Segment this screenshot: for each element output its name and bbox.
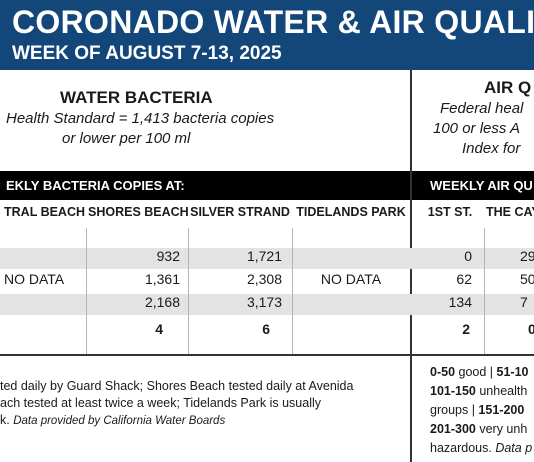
water-footnote: ted daily by Guard Shack; Shores Beach t… — [0, 378, 353, 430]
central-value-2: NO DATA — [4, 271, 65, 287]
title-banner: CORONADO WATER & AIR QUALITY R WEEK OF A… — [0, 0, 534, 70]
silver-value-1: 1,721 — [246, 248, 282, 264]
col-1st-st: 1ST ST. — [427, 205, 473, 219]
scale-line3: groups | 151-200 — [430, 401, 532, 420]
scale-sensitive-range: 101-150 — [430, 384, 476, 398]
scale-good-range: 0-50 — [430, 365, 456, 379]
scale-hazardous-label: hazardous. — [430, 441, 496, 455]
shores-value-3: 2,168 — [144, 294, 180, 310]
silver-value-3: 3,173 — [246, 294, 282, 310]
air-data-source: Data p — [495, 441, 533, 455]
tidelands-value-2: NO DATA — [320, 271, 382, 287]
shores-value-2: 1,361 — [144, 271, 180, 287]
scale-line4: 201-300 very unh — [430, 420, 532, 439]
grid-line — [86, 228, 87, 354]
air-section-title: AIR Q — [484, 78, 532, 97]
water-standard-line1: Health Standard = 1,413 bacteria copies — [6, 110, 275, 127]
col-the-cay: THE CAY — [486, 205, 534, 219]
footer-rule — [0, 354, 534, 356]
silver-value-2: 2,308 — [246, 271, 282, 287]
air-standard-line2: 100 or less A — [433, 120, 520, 137]
table-row: 932 1,721 0 29 — [0, 248, 534, 269]
water-bar-label: EKLY BACTERIA COPIES AT: — [6, 178, 185, 193]
col-tidelands-park: TIDELANDS PARK — [296, 205, 406, 219]
week-subtitle: WEEK OF AUGUST 7-13, 2025 — [12, 43, 282, 64]
col-central-beach: TRAL BEACH — [4, 205, 86, 219]
scale-very-unhealthy-label: very unh — [475, 422, 528, 436]
col-silver-strand: SILVER STRAND — [190, 205, 290, 219]
water-standard-line2: or lower per 100 ml — [62, 130, 191, 147]
water-note-line3: k. Data provided by California Water Boa… — [0, 412, 353, 430]
grid-line — [188, 228, 189, 354]
scale-line1: 0-50 good | 51-10 — [430, 363, 532, 382]
cay-value-3: 7 — [520, 294, 528, 310]
air-standard-line3: Index for — [462, 140, 521, 157]
scale-good-label: good | — [455, 365, 497, 379]
water-data-source: Data provided by California Water Boards — [13, 415, 226, 427]
table-row: 2,168 3,173 134 7 — [0, 294, 534, 315]
silver-total: 6 — [262, 321, 270, 337]
shores-total: 4 — [155, 321, 163, 337]
air-bar-label: WEEKLY AIR QU — [430, 178, 533, 193]
scale-moderate-range: 51-10 — [496, 365, 529, 379]
cay-total: 0 — [528, 321, 534, 337]
scale-unhealthy-range: 151-200 — [478, 403, 525, 417]
cay-value-2: 50 — [520, 271, 534, 287]
scale-sensitive-label: unhealth — [475, 384, 528, 398]
1st-value-3: 134 — [448, 294, 472, 310]
aqi-scale: 0-50 good | 51-10 101-150 unhealth group… — [430, 363, 532, 458]
cay-value-1: 29 — [520, 248, 534, 264]
shores-value-1: 932 — [156, 248, 180, 264]
water-bar: EKLY BACTERIA COPIES AT: — [0, 171, 410, 200]
1st-total: 2 — [462, 321, 470, 337]
1st-value-2: 62 — [456, 271, 472, 287]
water-note-line3-text: k. — [0, 413, 14, 427]
grid-line — [484, 228, 485, 354]
page-title: CORONADO WATER & AIR QUALITY R — [12, 4, 534, 40]
scale-groups-label: groups | — [430, 403, 479, 417]
table-row-totals: 4 6 2 0 — [0, 321, 534, 342]
grid-line — [292, 228, 293, 354]
scale-very-unhealthy-range: 201-300 — [430, 422, 476, 436]
scale-line5: hazardous. Data p — [430, 439, 532, 458]
air-bar: WEEKLY AIR QU — [412, 171, 534, 200]
water-note-line2: ach tested at least twice a week; Tidela… — [0, 396, 321, 410]
col-shores-beach: SHORES BEACH — [88, 205, 189, 219]
1st-value-1: 0 — [464, 248, 472, 264]
air-standard-line1: Federal heal — [440, 100, 524, 117]
scale-line2: 101-150 unhealth — [430, 382, 532, 401]
water-section-title: WATER BACTERIA — [60, 88, 213, 107]
table-row: NO DATA 1,361 2,308 NO DATA 62 50 — [0, 271, 534, 292]
water-note-line1: ted daily by Guard Shack; Shores Beach t… — [0, 379, 354, 393]
